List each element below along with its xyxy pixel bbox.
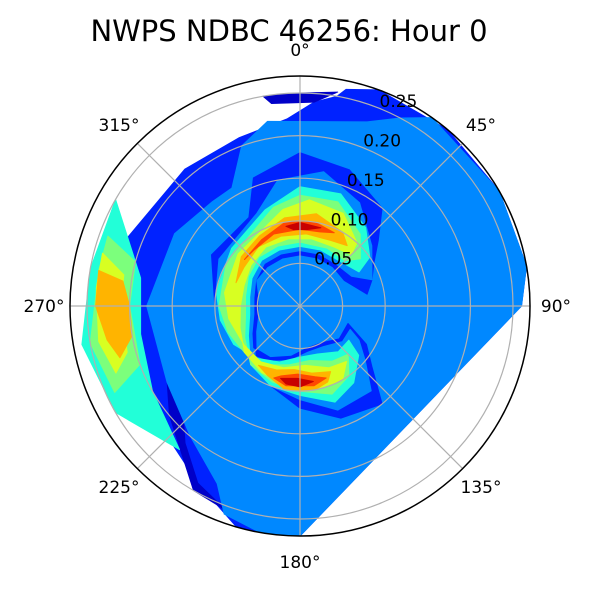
theta-tick-labels: 0° 45° 90° 135° 180° 225° 270° 315°: [24, 41, 572, 573]
r-tick-label-0: 0.05: [314, 250, 352, 270]
theta-gridline-45: [299, 142, 464, 307]
theta-gridline-135: [299, 305, 464, 470]
chart-title: NWPS NDBC 46256: Hour 0: [90, 14, 487, 48]
r-tick-label-2: 0.15: [347, 171, 385, 191]
r-tick-label-1: 0.10: [331, 210, 369, 230]
r-gridcircle-1: [214, 220, 386, 392]
theta-tick-label-90: 90°: [541, 297, 571, 317]
polar-outer-ring: [69, 75, 531, 537]
contour-region-level-9: [285, 222, 322, 231]
theta-tick-label-225: 225°: [99, 478, 140, 498]
polar-grid: [70, 76, 530, 536]
r-gridcircle-0: [256, 262, 344, 350]
theta-tick-label-0: 0°: [290, 41, 309, 61]
r-gridcircle-2: [171, 177, 429, 435]
r-tick-labels: 0.05 0.10 0.15 0.20 0.25: [314, 92, 417, 269]
theta-tick-label-270: 270°: [24, 297, 65, 317]
contour-region-level-7: [95, 270, 133, 359]
r-tick-label-3: 0.20: [363, 132, 401, 152]
theta-tick-label-45: 45°: [466, 116, 496, 136]
r-gridcircle-4: [86, 92, 514, 520]
theta-gridline-315: [136, 142, 301, 307]
contour-layer: [81, 88, 527, 536]
r-gridcircle-3: [129, 135, 471, 477]
theta-tick-label-315: 315°: [99, 116, 140, 136]
r-tick-label-4: 0.25: [380, 92, 418, 112]
theta-tick-label-135: 135°: [461, 478, 502, 498]
theta-gridline-225: [136, 305, 301, 470]
theta-tick-label-180: 180°: [280, 553, 321, 573]
